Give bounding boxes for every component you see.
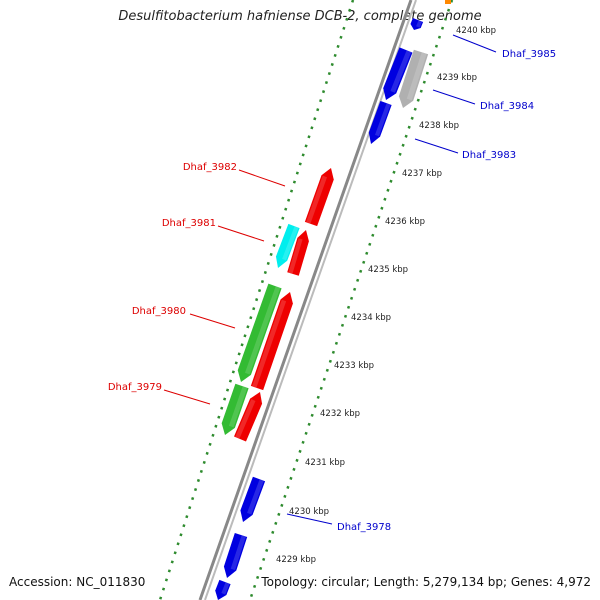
reverse-gene-label[interactable]: Dhaf_3982 (183, 162, 237, 173)
map-title: Desulfitobacterium hafniense DCB-2, comp… (118, 9, 482, 24)
gene-dhaf-3980-red[interactable] (250, 292, 293, 391)
gene-labels-layer: Dhaf_3985 Dhaf_3984 Dhaf_3983 Dhaf_3978 Dhaf… (108, 34, 556, 533)
scale-label: 4236 kbp (385, 217, 425, 227)
forward-gene-label[interactable]: Dhaf_3983 (462, 150, 516, 161)
reverse-gene-label[interactable]: Dhaf_3980 (132, 306, 186, 317)
gene-dhaf-3979-red[interactable] (234, 392, 263, 442)
reverse-gene-leader (217, 225, 265, 242)
gene-dhaf-3978[interactable] (240, 476, 266, 522)
gene-dhaf-3981[interactable] (275, 223, 300, 268)
gene-dhaf-3981-red[interactable] (287, 230, 309, 276)
reverse-gene-leader (189, 313, 236, 329)
scale-layer: 4240 kbp 4239 kbp 4238 kbp 4237 kbp 4236 kbp… (276, 26, 496, 565)
gene-dhaf-3980[interactable] (237, 283, 282, 382)
gene-dhaf-3978-b[interactable] (223, 532, 248, 578)
backbone-outer (198, 0, 413, 600)
gene-dhaf-3982[interactable] (304, 168, 334, 227)
tick-track-inner (248, 0, 454, 600)
gene-dhaf-3983-a[interactable] (383, 47, 413, 100)
scale-label: 4231 kbp (305, 458, 345, 468)
scale-label: 4239 kbp (437, 73, 477, 83)
forward-gene-leader (286, 513, 333, 525)
tick-track-outer (158, 0, 355, 600)
reverse-gene-leader (163, 389, 211, 405)
reverse-gene-leader (238, 169, 286, 187)
gene-dhaf-3985[interactable] (410, 17, 424, 30)
offscreen-gene-marker (445, 0, 451, 4)
forward-gene-label[interactable]: Dhaf_3978 (337, 522, 391, 533)
backbone-inner (204, 0, 417, 600)
scale-label: 4233 kbp (334, 361, 374, 371)
scale-label: 4240 kbp (456, 26, 496, 36)
scale-label: 4232 kbp (320, 409, 360, 419)
summary-label: Topology: circular; Length: 5,279,134 bp… (261, 575, 591, 589)
scale-label: 4229 kbp (276, 555, 316, 565)
accession-label: Accession: NC_011830 (9, 575, 146, 589)
forward-gene-leader (452, 34, 497, 53)
scale-label: 4230 kbp (289, 507, 329, 517)
scale-label: 4238 kbp (419, 121, 459, 131)
reverse-gene-label[interactable]: Dhaf_3979 (108, 382, 162, 393)
gene-extra-bottom[interactable] (215, 579, 231, 600)
gene-dhaf-3984[interactable] (398, 49, 429, 108)
forward-gene-leader (414, 138, 459, 154)
scale-label: 4237 kbp (402, 169, 442, 179)
gene-dhaf-3983[interactable] (368, 100, 392, 144)
forward-gene-label[interactable]: Dhaf_3985 (502, 49, 556, 60)
reverse-gene-label[interactable]: Dhaf_3981 (162, 218, 216, 229)
forward-gene-label[interactable]: Dhaf_3984 (480, 101, 534, 112)
gene-dhaf-3979[interactable] (221, 383, 249, 435)
scale-label: 4234 kbp (351, 313, 391, 323)
forward-gene-leader (432, 89, 476, 105)
genes-layer (215, 0, 451, 600)
scale-label: 4235 kbp (368, 265, 408, 275)
